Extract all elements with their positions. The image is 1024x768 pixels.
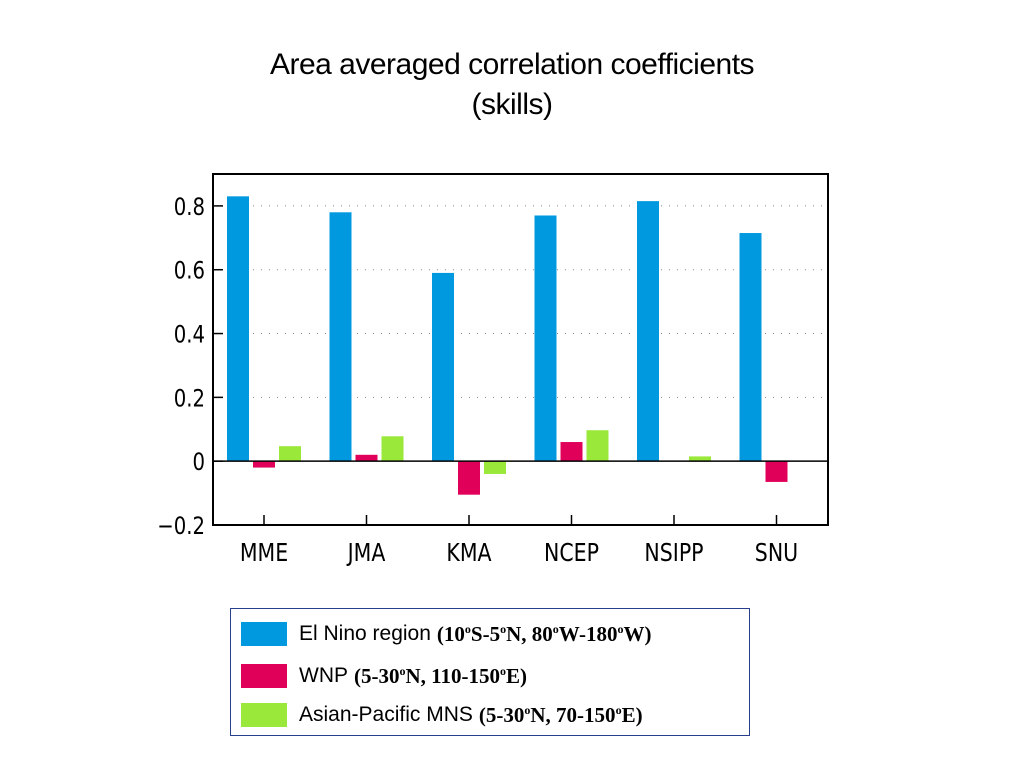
bar-asian-pacific-mns-jma (381, 436, 404, 462)
bar-asian-pacific-mns-kma (484, 461, 506, 474)
chart-subtitle: (skills) (471, 88, 553, 121)
chart-title: Area averaged correlation coefficients (269, 48, 755, 81)
bar-el-nino-region-ncep (534, 215, 557, 462)
bar-el-nino-region-jma (329, 212, 352, 462)
y-tick-label: 0.2 (174, 386, 205, 413)
bar-asian-pacific-mns-mme (279, 446, 301, 462)
chart-legend: El Nino region (10oS-5oN, 80oW-180oW) WNP (… (230, 608, 750, 736)
x-tick-label: KMA (446, 539, 491, 567)
plot-frame (212, 173, 829, 526)
y-tick-label: 0.4 (174, 322, 205, 349)
legend-swatch (241, 703, 287, 727)
legend-region: (5-30oN, 110-150oE) (354, 663, 527, 688)
bar-wnp-snu (765, 461, 788, 482)
bar-chart: −0.2 0 0.2 0.4 0.6 0.8 MME JMA KMA NCEP NSIPP SNU (157, 173, 829, 568)
y-tick-label: −0.2 (157, 513, 205, 540)
x-tick-label: SNU (755, 539, 798, 567)
legend-item: WNP (5-30oN, 110-150oE) (241, 661, 527, 691)
legend-region: (5-30oN, 70-150oE) (478, 702, 643, 727)
x-tick-label: NCEP (544, 539, 599, 567)
y-tick-label: 0 (192, 449, 205, 476)
y-tick-label: 0.8 (174, 194, 205, 221)
bar-wnp-kma (458, 461, 480, 495)
x-tick-label: JMA (346, 539, 386, 567)
bar-wnp-ncep (560, 442, 583, 462)
bar-wnp-jma (355, 454, 378, 462)
legend-region: (10oS-5oN, 80oW-180oW) (436, 621, 652, 646)
legend-item: El Nino region (10oS-5oN, 80oW-180oW) (241, 619, 651, 649)
y-tick-label: 0.6 (174, 258, 205, 285)
bar-el-nino-region-kma (432, 272, 454, 462)
legend-swatch (241, 664, 287, 688)
x-tick-label: NSIPP (644, 539, 703, 567)
bar-el-nino-region-snu (739, 233, 762, 462)
legend-label: WNP (299, 664, 348, 687)
bar-el-nino-region-mme (227, 196, 249, 462)
bar-wnp-mme (253, 461, 275, 468)
bar-el-nino-region-nsipp (637, 201, 659, 462)
legend-item: Asian-Pacific MNS (5-30oN, 70-150oE) (241, 700, 643, 730)
legend-label: Asian-Pacific MNS (299, 703, 473, 726)
legend-label: El Nino region (299, 622, 431, 645)
bar-asian-pacific-mns-nsipp (689, 456, 711, 462)
x-tick-label: MME (240, 539, 288, 567)
legend-swatch (241, 622, 287, 646)
bar-asian-pacific-mns-ncep (586, 430, 609, 462)
